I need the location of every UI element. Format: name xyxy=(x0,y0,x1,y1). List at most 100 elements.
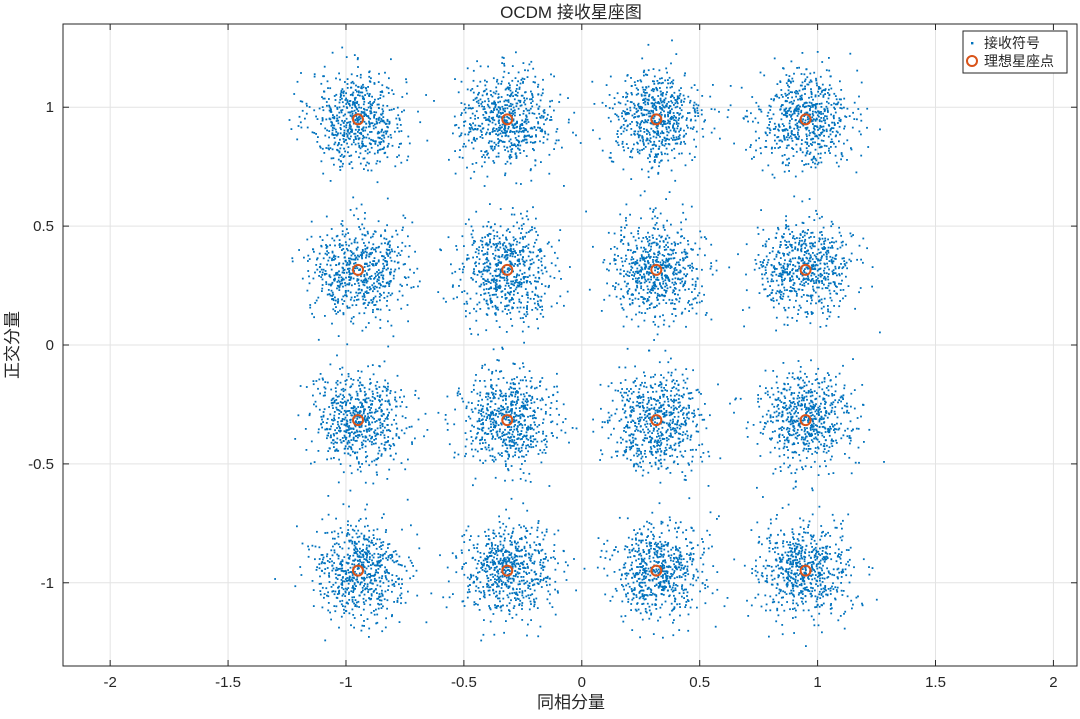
scatter-point xyxy=(361,141,363,143)
scatter-point xyxy=(804,103,806,105)
scatter-point xyxy=(490,94,492,96)
scatter-point xyxy=(823,117,825,119)
scatter-point xyxy=(655,256,657,258)
scatter-point xyxy=(368,163,370,165)
scatter-point xyxy=(338,256,340,258)
scatter-point xyxy=(368,278,370,280)
scatter-point xyxy=(493,162,495,164)
scatter-point xyxy=(346,56,348,58)
scatter-point xyxy=(351,129,353,131)
scatter-point xyxy=(513,284,515,286)
scatter-point xyxy=(652,112,654,114)
scatter-point xyxy=(346,133,348,135)
scatter-point xyxy=(407,320,409,322)
scatter-point xyxy=(484,236,486,238)
scatter-point xyxy=(363,115,365,117)
scatter-point xyxy=(495,133,497,135)
scatter-point xyxy=(639,260,641,262)
scatter-point xyxy=(674,287,676,289)
scatter-point xyxy=(626,75,628,77)
scatter-point xyxy=(320,263,322,265)
scatter-point xyxy=(491,280,493,282)
scatter-point xyxy=(660,213,662,215)
scatter-point xyxy=(341,47,343,49)
scatter-point xyxy=(643,144,645,146)
scatter-point xyxy=(631,274,633,276)
scatter-point xyxy=(382,108,384,110)
scatter-point xyxy=(862,262,864,264)
scatter-point xyxy=(786,147,788,149)
scatter-point xyxy=(666,128,668,130)
scatter-point xyxy=(804,88,806,90)
scatter-point xyxy=(490,287,492,289)
scatter-point xyxy=(355,151,357,153)
scatter-point xyxy=(773,307,775,309)
scatter-point xyxy=(542,92,544,94)
scatter-point xyxy=(511,144,513,146)
scatter-point xyxy=(829,84,831,86)
scatter-point xyxy=(762,170,764,172)
scatter-point xyxy=(710,268,712,270)
scatter-point xyxy=(668,112,670,114)
scatter-point xyxy=(520,317,522,319)
scatter-point xyxy=(835,293,837,295)
scatter-point xyxy=(760,152,762,154)
scatter-point xyxy=(649,291,651,293)
scatter-point xyxy=(489,241,491,243)
scatter-point xyxy=(788,225,790,227)
scatter-point xyxy=(336,288,338,290)
scatter-point xyxy=(345,292,347,294)
scatter-point xyxy=(341,98,343,100)
scatter-point xyxy=(833,242,835,244)
scatter-point xyxy=(643,247,645,249)
scatter-point xyxy=(768,112,770,114)
scatter-point xyxy=(460,279,462,281)
scatter-point xyxy=(517,254,519,256)
scatter-point xyxy=(805,120,807,122)
scatter-point xyxy=(504,294,506,296)
scatter-point xyxy=(789,102,791,104)
scatter-point xyxy=(538,259,540,261)
scatter-point xyxy=(510,103,512,105)
scatter-point xyxy=(818,162,820,164)
y-axis-title: 正交分量 xyxy=(3,311,22,379)
scatter-point xyxy=(387,120,389,122)
scatter-point xyxy=(641,276,643,278)
scatter-point xyxy=(349,121,351,123)
scatter-point xyxy=(508,101,510,103)
scatter-point xyxy=(500,225,502,227)
scatter-point xyxy=(835,146,837,148)
scatter-point xyxy=(746,243,748,245)
scatter-point xyxy=(507,268,509,270)
scatter-point xyxy=(809,258,811,260)
scatter-point xyxy=(745,149,747,151)
scatter-point xyxy=(387,145,389,147)
scatter-point xyxy=(309,304,311,306)
scatter-point xyxy=(661,77,663,79)
scatter-point xyxy=(483,270,485,272)
scatter-point xyxy=(661,295,663,297)
scatter-point xyxy=(337,301,339,303)
scatter-point xyxy=(828,283,830,285)
scatter-point xyxy=(852,127,854,129)
scatter-point xyxy=(637,89,639,91)
scatter-point xyxy=(343,91,345,93)
scatter-point xyxy=(653,99,655,101)
scatter-point xyxy=(665,68,667,70)
scatter-point xyxy=(612,285,614,287)
scatter-point xyxy=(768,259,770,261)
scatter-point xyxy=(816,103,818,105)
scatter-point xyxy=(544,293,546,295)
scatter-point xyxy=(389,309,391,311)
scatter-point xyxy=(371,263,373,265)
scatter-point xyxy=(483,299,485,301)
scatter-point xyxy=(657,288,659,290)
scatter-point xyxy=(772,247,774,249)
scatter-point xyxy=(342,163,344,165)
scatter-point xyxy=(640,258,642,260)
scatter-point xyxy=(359,292,361,294)
scatter-point xyxy=(778,275,780,277)
scatter-point xyxy=(541,131,543,133)
scatter-point xyxy=(814,245,816,247)
scatter-point xyxy=(623,326,625,328)
